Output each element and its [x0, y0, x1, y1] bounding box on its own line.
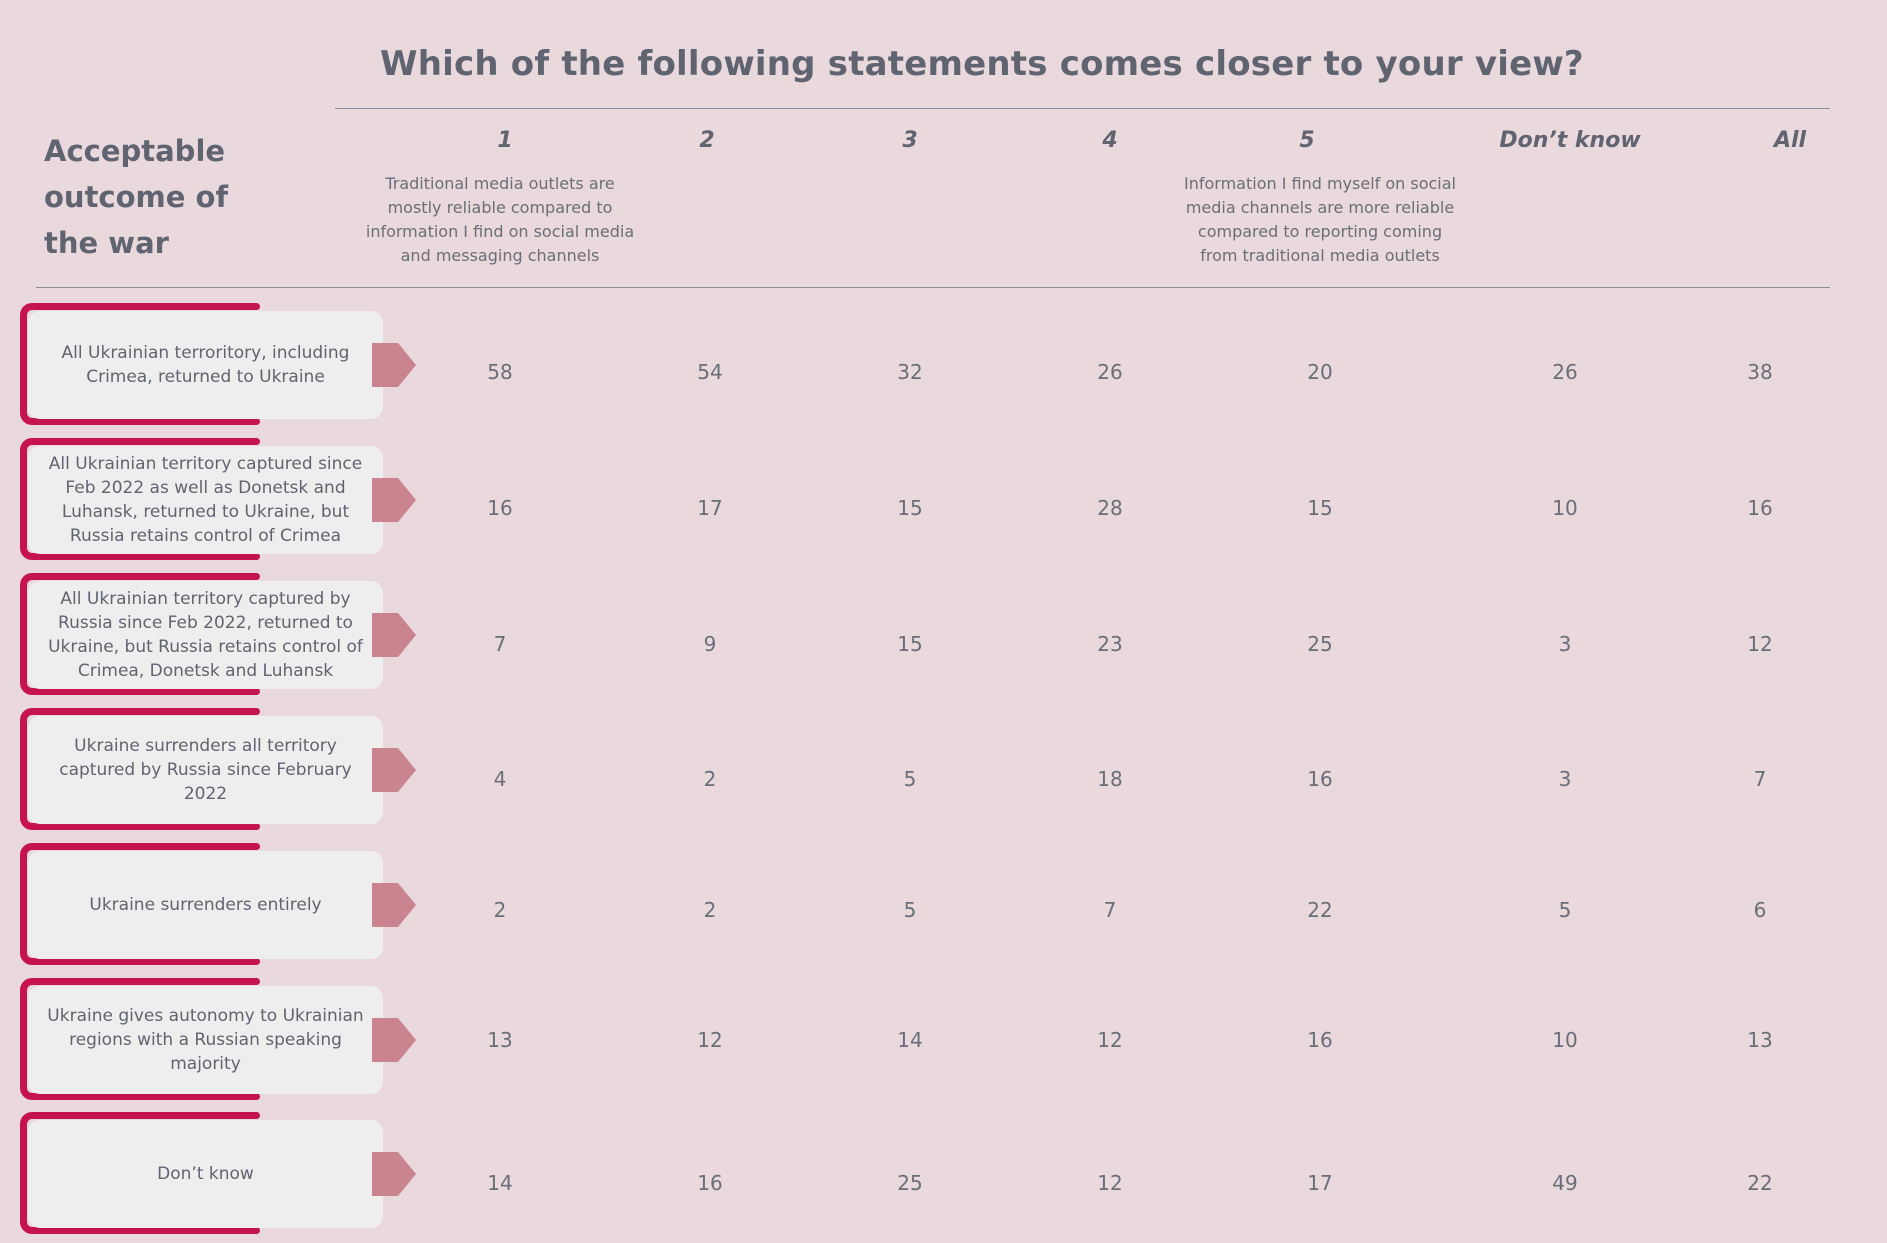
table-cell: 58: [487, 360, 513, 384]
table-cell: 6: [1753, 898, 1767, 922]
row-bracket: [20, 438, 260, 560]
table-cell: 32: [897, 360, 923, 384]
row-bracket: [20, 1112, 260, 1234]
table-cell: 25: [1307, 632, 1333, 656]
table-cell: 13: [487, 1028, 513, 1052]
table-cell: 20: [1307, 360, 1333, 384]
header-rule: [36, 287, 1830, 288]
row-label: Don’t know: [28, 1120, 383, 1228]
table-cell: 16: [1307, 1028, 1333, 1052]
row-label-box: All Ukrainian territory captured since F…: [20, 438, 416, 560]
row-label: Ukraine gives autonomy to Ukrainian regi…: [28, 986, 383, 1094]
column-header-7: All: [1773, 128, 1807, 153]
table-cell: 12: [1097, 1028, 1123, 1052]
table-cell: 16: [1307, 767, 1333, 791]
column-header-6: Don’t know: [1499, 128, 1641, 153]
row-label-box: Don’t know: [20, 1112, 416, 1234]
row-bracket: [20, 978, 260, 1100]
table-cell: 16: [697, 1171, 723, 1195]
table-cell: 7: [493, 632, 507, 656]
table-cell: 9: [703, 632, 717, 656]
table-cell: 14: [897, 1028, 923, 1052]
table-cell: 16: [487, 496, 513, 520]
column-header-4: 4: [1102, 128, 1118, 153]
column-header-1: 1: [497, 128, 513, 153]
table-cell: 14: [487, 1171, 513, 1195]
row-bracket: [20, 573, 260, 695]
table-cell: 16: [1747, 496, 1773, 520]
table-cell: 13: [1747, 1028, 1773, 1052]
table-cell: 7: [1103, 898, 1117, 922]
column-description-1: Traditional media outlets are mostly rel…: [365, 174, 635, 265]
table-cell: 5: [903, 767, 917, 791]
row-header-label: Acceptable outcome of the war: [44, 134, 229, 260]
table-cell: 12: [1097, 1171, 1123, 1195]
table-cell: 2: [703, 767, 717, 791]
table-cell: 5: [903, 898, 917, 922]
row-arrow-icon: [372, 748, 416, 792]
table-cell: 49: [1552, 1171, 1578, 1195]
row-label: All Ukrainian territory captured by Russ…: [28, 581, 383, 689]
row-bracket: [20, 843, 260, 965]
row-label: All Ukrainian territory captured since F…: [28, 446, 383, 554]
row-arrow-icon: [372, 1018, 416, 1062]
table-cell: 17: [1307, 1171, 1333, 1195]
table-cell: 26: [1097, 360, 1123, 384]
table-cell: 7: [1753, 767, 1767, 791]
table-cell: 15: [897, 496, 923, 520]
column-header-3: 3: [902, 128, 918, 153]
table-cell: 18: [1097, 767, 1123, 791]
table-cell: 17: [697, 496, 723, 520]
column-header-5: 5: [1299, 128, 1315, 153]
row-label-box: Ukraine surrenders entirely: [20, 843, 416, 965]
row-arrow-icon: [372, 883, 416, 927]
table-cell: 3: [1558, 767, 1572, 791]
row-label: Ukraine surrenders entirely: [28, 851, 383, 959]
table-cell: 10: [1552, 496, 1578, 520]
row-arrow-icon: [372, 1152, 416, 1196]
chart-title: Which of the following statements comes …: [380, 44, 1584, 84]
table-cell: 54: [697, 360, 723, 384]
table-cell: 15: [897, 632, 923, 656]
column-description-5: Information I find myself on social medi…: [1184, 174, 1456, 265]
row-label-box: All Ukrainian terroritory, including Cri…: [20, 303, 416, 425]
table-cell: 22: [1307, 898, 1333, 922]
row-label-box: All Ukrainian territory captured by Russ…: [20, 573, 416, 695]
row-arrow-icon: [372, 613, 416, 657]
table-cell: 38: [1747, 360, 1773, 384]
row-bracket: [20, 303, 260, 425]
table-cell: 25: [897, 1171, 923, 1195]
table-cell: 26: [1552, 360, 1578, 384]
row-label: Ukraine surrenders all territory capture…: [28, 716, 383, 824]
top-rule: [335, 108, 1830, 109]
table-cell: 28: [1097, 496, 1123, 520]
table-cell: 22: [1747, 1171, 1773, 1195]
row-label-box: Ukraine gives autonomy to Ukrainian regi…: [20, 978, 416, 1100]
column-header-2: 2: [699, 128, 715, 153]
table-cell: 5: [1558, 898, 1572, 922]
table-cell: 23: [1097, 632, 1123, 656]
table-cell: 4: [493, 767, 507, 791]
table-cell: 3: [1558, 632, 1572, 656]
table-cell: 12: [697, 1028, 723, 1052]
row-arrow-icon: [372, 478, 416, 522]
row-arrow-icon: [372, 343, 416, 387]
row-bracket: [20, 708, 260, 830]
table-cell: 12: [1747, 632, 1773, 656]
row-label: All Ukrainian terroritory, including Cri…: [28, 311, 383, 419]
table-cell: 2: [493, 898, 507, 922]
table-cell: 2: [703, 898, 717, 922]
table-cell: 15: [1307, 496, 1333, 520]
table-cell: 10: [1552, 1028, 1578, 1052]
row-label-box: Ukraine surrenders all territory capture…: [20, 708, 416, 830]
